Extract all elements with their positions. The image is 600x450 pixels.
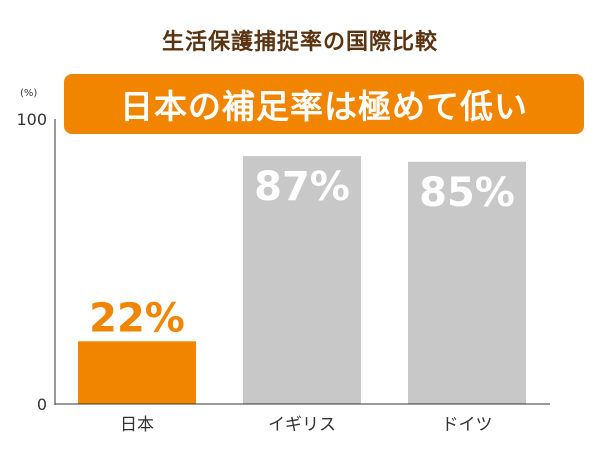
bar-0 [78, 341, 196, 404]
y-axis-unit: (%) [20, 88, 38, 99]
x-tick-label: 日本 [120, 415, 154, 435]
x-tick-label: ドイツ [442, 415, 493, 435]
data-label: 87% [254, 164, 350, 210]
bar-1 [243, 156, 361, 404]
y-tick-label: 0 [37, 395, 47, 414]
data-label: 22% [89, 295, 185, 341]
y-tick-label: 100 [16, 110, 47, 129]
bar-2 [408, 161, 526, 404]
chart-title: 生活保護捕捉率の国際比較 [161, 30, 438, 55]
headline-banner: 日本の補足率は極めて低い [64, 74, 584, 134]
data-label: 85% [419, 170, 515, 216]
x-tick-label: イギリス [268, 415, 336, 435]
